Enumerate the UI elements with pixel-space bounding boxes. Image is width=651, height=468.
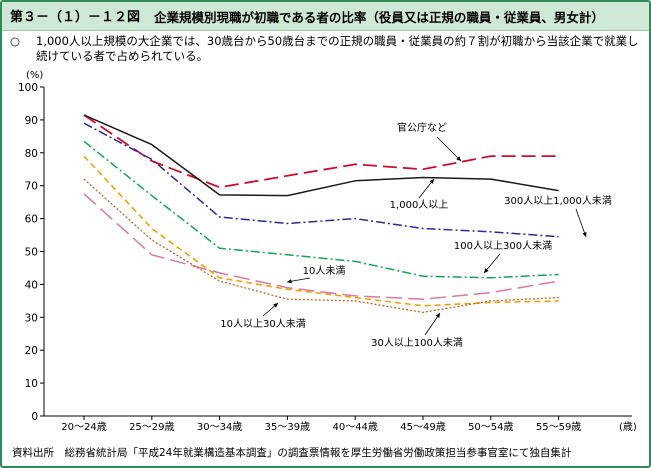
y-tick-label: 100: [18, 82, 38, 94]
annotation-arrowhead: [456, 156, 461, 161]
summary-text: 1,000人以上規模の大企業では、30歳台から50歳台までの正規の職員・従業員の…: [36, 34, 639, 63]
series-line: [83, 114, 559, 197]
y-tick-label: 30: [25, 312, 38, 324]
y-tick-label: 10: [25, 378, 38, 390]
figure-title: 企業規模別現職が初職である者の比率（役員又は正規の職員・従業員、男女計）: [154, 10, 604, 25]
y-tick-label: 40: [25, 279, 38, 291]
series-annotation-label: 10人未満: [303, 265, 346, 277]
series-line: [83, 178, 559, 313]
series-line: [83, 114, 559, 189]
annotation-arrowhead: [287, 279, 292, 284]
series-annotation-label: 30人以上100人未満: [371, 337, 463, 349]
y-tick-label: 0: [31, 411, 38, 423]
series-annotation-label: 官公庁など: [397, 121, 447, 134]
summary-note: ○ 1,000人以上規模の大企業では、30歳台から50歳台までの正規の職員・従業…: [10, 34, 640, 64]
y-tick-label: 90: [25, 115, 38, 127]
x-tick-label: 45～49歳: [400, 421, 445, 433]
series-line: [83, 155, 559, 307]
x-axis-unit: (歳): [619, 421, 637, 433]
series-line: [83, 193, 559, 300]
y-tick-label: 50: [25, 247, 38, 259]
x-tick-label: 50～54歳: [468, 421, 513, 433]
series-line: [83, 122, 559, 238]
annotation-arrowhead: [435, 313, 440, 318]
x-tick-label: 25～29歳: [129, 421, 174, 433]
x-tick-label: 30～34歳: [197, 421, 242, 433]
annotation-leader: [575, 208, 587, 238]
figure-label: 第３－（１）－１２図: [10, 10, 141, 25]
y-tick-label: 20: [25, 345, 38, 357]
x-tick-label: 20～24歳: [61, 421, 106, 433]
series-annotation-label: 10人以上30人未満: [220, 318, 305, 330]
chart-annotations: 官公庁など 1,000人以上 300人以上1,000人未満 100人以上300人未満 1…: [220, 121, 612, 349]
y-tick-label: 60: [25, 214, 38, 226]
annotation-leader: [436, 136, 462, 162]
annotation-arrowhead: [273, 303, 278, 308]
chart-series-lines: [83, 114, 559, 313]
annotation-arrowhead: [484, 268, 489, 273]
x-tick-label: 55～59歳: [536, 421, 581, 433]
bullet-icon: ○: [10, 34, 21, 48]
series-annotation-label: 1,000人以上: [390, 199, 449, 211]
series-annotation-label: 100人以上300人未満: [454, 240, 552, 252]
figure-header: 第３－（１）－１２図 企業規模別現職が初職である者の比率（役員又は正規の職員・従…: [2, 2, 649, 31]
x-tick-label: 35～39歳: [265, 421, 310, 433]
series-annotation-label: 300人以上1,000人未満: [504, 195, 612, 207]
annotation-arrowhead: [429, 179, 434, 184]
x-tick-label: 40～44歳: [332, 421, 377, 433]
y-tick-label: 80: [25, 148, 38, 160]
annotation-arrowhead: [582, 232, 587, 237]
chart-axes: 0 10 20 30 40 50 60 70 80 90 100(%) 20～24歳 25～29歳 30～…: [18, 70, 637, 433]
y-axis-label: (%): [26, 70, 43, 81]
series-line: [83, 140, 559, 279]
source-note: 資料出所 総務省統計局「平成24年就業構造基本調査」の調査票情報を厚生労働省労働…: [12, 447, 572, 459]
y-tick-label: 70: [25, 181, 38, 193]
